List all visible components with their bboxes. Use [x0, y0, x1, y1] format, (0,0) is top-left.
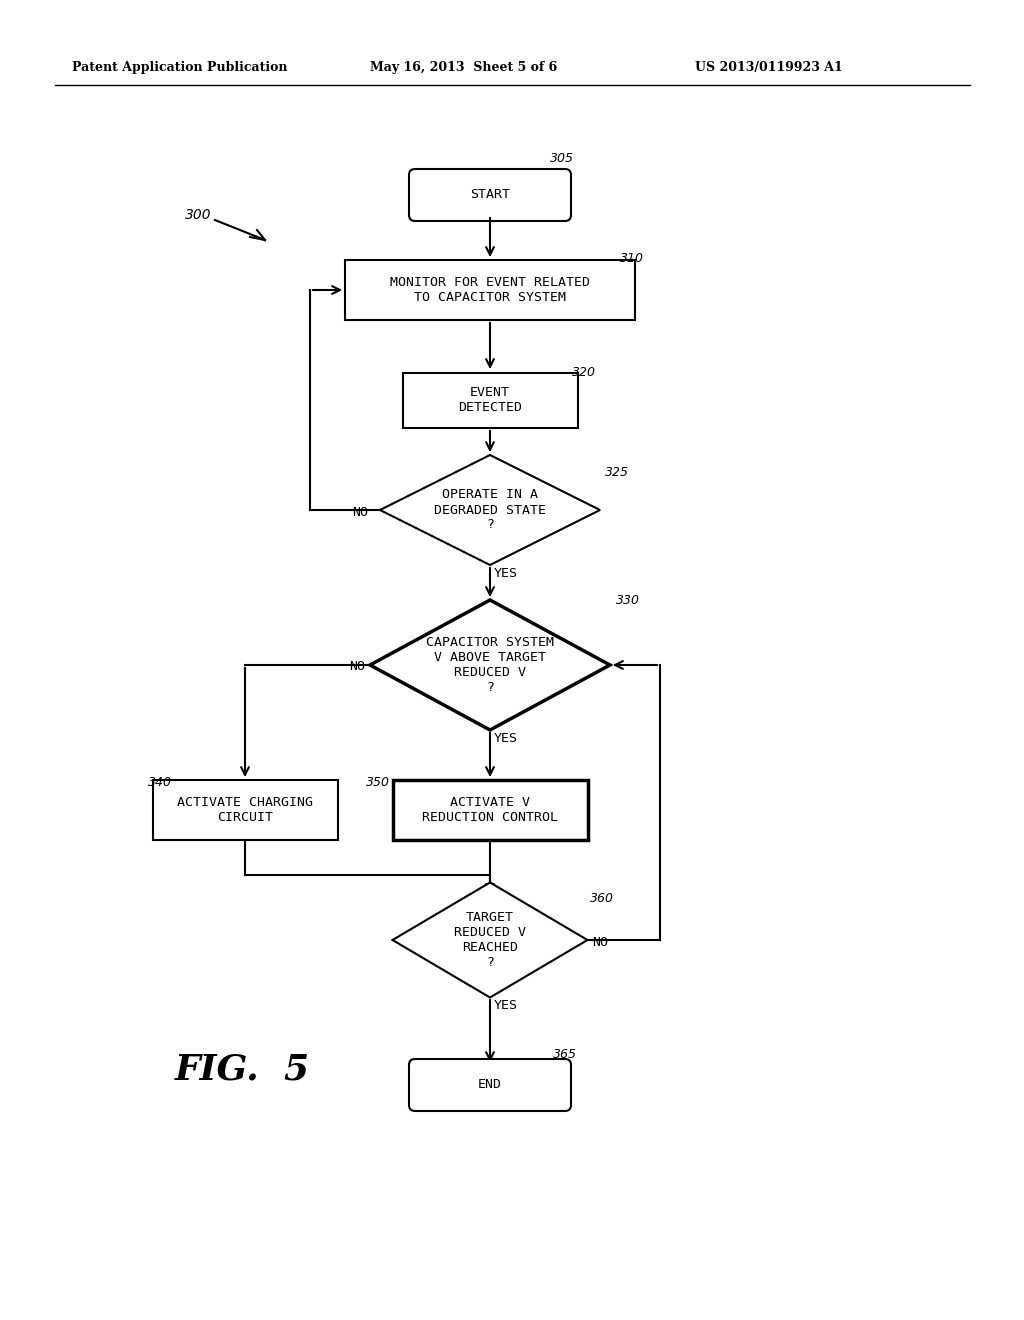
Text: NO: NO	[349, 660, 365, 673]
Bar	[153, 780, 338, 840]
Text: 325: 325	[605, 466, 629, 479]
Text: 360: 360	[590, 891, 614, 904]
Text: ACTIVATE V
REDUCTION CONTROL: ACTIVATE V REDUCTION CONTROL	[422, 796, 558, 824]
Text: 310: 310	[620, 252, 644, 264]
Text: FIG.  5: FIG. 5	[175, 1053, 310, 1086]
Text: OPERATE IN A
DEGRADED STATE
?: OPERATE IN A DEGRADED STATE ?	[434, 488, 546, 532]
Text: YES: YES	[494, 733, 518, 744]
Polygon shape	[380, 455, 600, 565]
Text: 330: 330	[616, 594, 640, 606]
FancyBboxPatch shape	[409, 169, 571, 220]
Text: 300: 300	[185, 209, 212, 222]
Text: US 2013/0119923 A1: US 2013/0119923 A1	[695, 62, 843, 74]
Text: 320: 320	[572, 367, 596, 380]
Polygon shape	[370, 601, 610, 730]
Text: NO: NO	[352, 506, 368, 519]
Text: MONITOR FOR EVENT RELATED
TO CAPACITOR SYSTEM: MONITOR FOR EVENT RELATED TO CAPACITOR S…	[390, 276, 590, 304]
Text: 305: 305	[550, 152, 574, 165]
Text: May 16, 2013  Sheet 5 of 6: May 16, 2013 Sheet 5 of 6	[370, 62, 557, 74]
Bar	[392, 780, 588, 840]
Text: ACTIVATE CHARGING
CIRCUIT: ACTIVATE CHARGING CIRCUIT	[177, 796, 313, 824]
Bar	[402, 372, 578, 428]
Polygon shape	[392, 883, 588, 998]
Text: END: END	[478, 1078, 502, 1092]
Text: CAPACITOR SYSTEM
V ABOVE TARGET
REDUCED V
?: CAPACITOR SYSTEM V ABOVE TARGET REDUCED …	[426, 636, 554, 694]
Text: 340: 340	[148, 776, 172, 789]
Text: 365: 365	[553, 1048, 577, 1061]
Text: TARGET
REDUCED V
REACHED
?: TARGET REDUCED V REACHED ?	[454, 911, 526, 969]
Text: Patent Application Publication: Patent Application Publication	[72, 62, 288, 74]
Text: EVENT
DETECTED: EVENT DETECTED	[458, 385, 522, 414]
Text: START: START	[470, 189, 510, 202]
Bar	[345, 260, 635, 319]
Text: YES: YES	[494, 568, 518, 579]
Text: 350: 350	[366, 776, 390, 789]
FancyBboxPatch shape	[409, 1059, 571, 1111]
Text: NO: NO	[592, 936, 608, 949]
Text: YES: YES	[494, 999, 518, 1012]
